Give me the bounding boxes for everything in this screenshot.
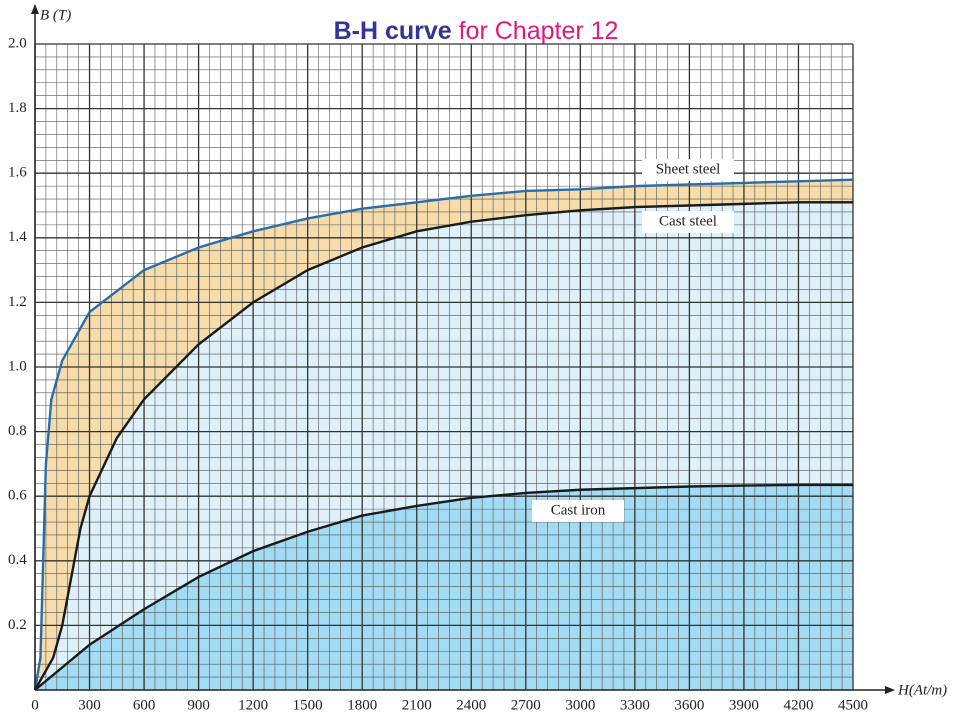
x-tick-label: 4200 bbox=[783, 697, 813, 713]
y-tick-label: 1.0 bbox=[8, 358, 27, 374]
series-label: Cast iron bbox=[551, 502, 606, 518]
y-tick-label: 0.4 bbox=[8, 552, 27, 568]
area bbox=[35, 484, 853, 690]
series-label: Sheet steel bbox=[656, 161, 721, 177]
y-tick-label: 1.2 bbox=[8, 294, 27, 310]
x-tick-label: 900 bbox=[187, 697, 210, 713]
x-tick-label: 2100 bbox=[402, 697, 432, 713]
x-tick-label: 2700 bbox=[511, 697, 541, 713]
curve bbox=[34, 483, 853, 691]
x-axis-arrow bbox=[885, 686, 895, 694]
label-box bbox=[642, 211, 734, 233]
x-axis-label: H(At/m) bbox=[897, 682, 947, 698]
x-tick-label: 1500 bbox=[293, 697, 323, 713]
x-tick-label: 1800 bbox=[347, 697, 377, 713]
y-axis-arrow bbox=[31, 4, 39, 14]
y-tick-label: 1.8 bbox=[8, 100, 27, 116]
x-tick-label: 1200 bbox=[238, 697, 268, 713]
x-tick-label: 2400 bbox=[456, 697, 486, 713]
curve bbox=[33, 178, 854, 691]
title-rest: for Chapter 12 bbox=[459, 17, 619, 45]
title-main: B-H curve bbox=[334, 17, 452, 45]
x-tick-label: 4500 bbox=[838, 697, 868, 713]
chart-title: B-H curve for Chapter 12 bbox=[334, 17, 619, 45]
series-label: Cast steel bbox=[659, 213, 717, 229]
x-tick-label: 3900 bbox=[729, 697, 759, 713]
y-axis-label: B (T) bbox=[40, 7, 71, 23]
x-tick-label: 0 bbox=[31, 697, 39, 713]
y-tick-label: 2.0 bbox=[8, 35, 27, 51]
x-tick-label: 3600 bbox=[674, 697, 704, 713]
y-tick-label: 0.8 bbox=[8, 423, 27, 439]
y-tick-label: 0.6 bbox=[8, 488, 27, 504]
x-tick-label: 3300 bbox=[620, 697, 650, 713]
label-box bbox=[532, 500, 624, 522]
x-tick-label: 300 bbox=[78, 697, 101, 713]
x-tick-label: 600 bbox=[133, 697, 156, 713]
curve bbox=[33, 201, 853, 691]
label-box bbox=[642, 159, 734, 181]
y-tick-label: 1.4 bbox=[8, 229, 27, 245]
x-tick-label: 3000 bbox=[565, 697, 595, 713]
y-tick-label: 1.6 bbox=[8, 165, 27, 181]
y-tick-label: 0.2 bbox=[8, 617, 27, 633]
